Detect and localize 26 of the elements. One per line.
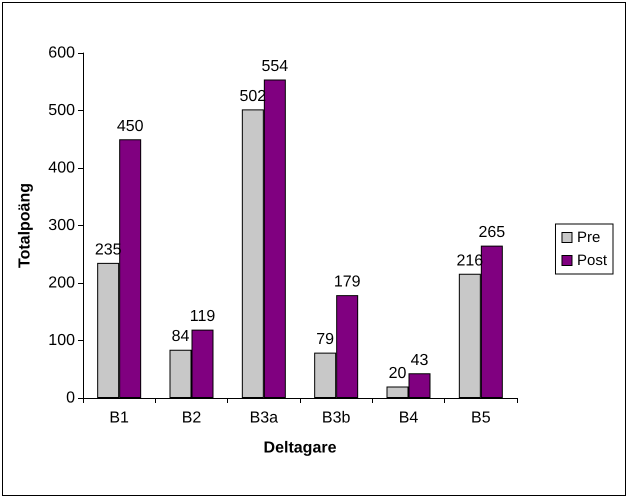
x-tick-label: B4 [398, 410, 418, 426]
x-tick-label: B5 [471, 410, 491, 426]
data-label: 554 [261, 58, 288, 75]
y-tick-label: 0 [66, 390, 76, 406]
data-label: 79 [316, 331, 334, 348]
x-axis-title: Deltagare [264, 440, 337, 456]
data-label: 179 [334, 274, 361, 291]
data-label: 119 [190, 308, 216, 326]
y-tick-label: 600 [48, 44, 76, 62]
y-tick-label: 200 [48, 274, 76, 292]
legend-label: Post [576, 252, 608, 269]
y-tick-label: 300 [48, 217, 76, 234]
x-tick-label: B3b [322, 410, 351, 426]
y-tick-label: 100 [48, 332, 76, 349]
y-tick-label: 500 [48, 102, 76, 119]
x-tick-label: B2 [182, 410, 202, 426]
y-tick-label: 400 [48, 160, 76, 176]
data-label: 20 [388, 365, 406, 382]
legend-label: Pre [576, 229, 600, 246]
y-axis-title: Totalpoäng [16, 182, 34, 268]
x-tick-label: B1 [109, 410, 130, 426]
data-label: 84 [172, 328, 190, 346]
x-tick-label: B3a [250, 410, 278, 426]
data-label: 265 [478, 224, 506, 242]
data-label: 450 [116, 118, 144, 135]
data-label: 43 [410, 352, 428, 369]
